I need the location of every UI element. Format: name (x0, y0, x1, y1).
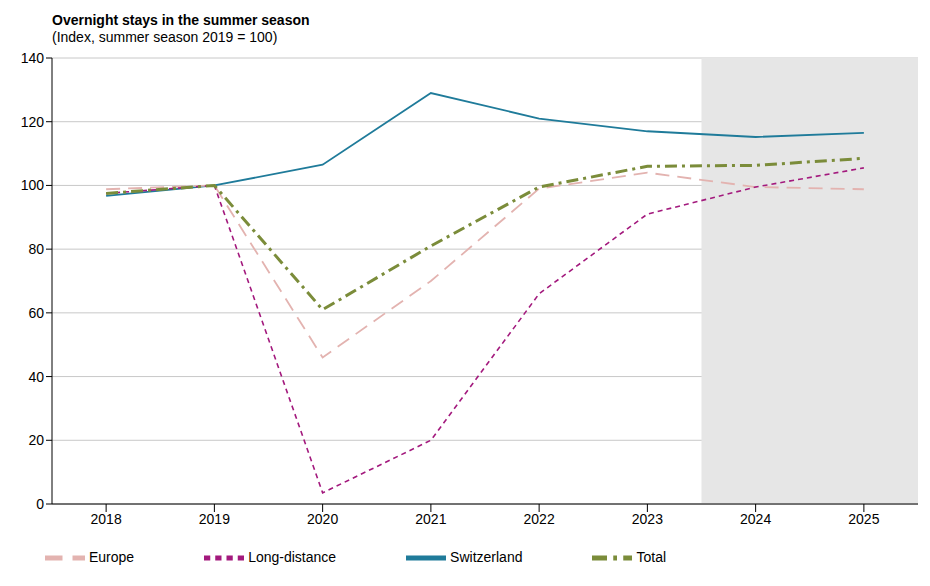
svg-text:2021: 2021 (415, 511, 446, 527)
svg-text:2018: 2018 (91, 511, 122, 527)
svg-text:2022: 2022 (524, 511, 555, 527)
html-text:Switzerland: Switzerland (450, 548, 523, 565)
svg-text:2019: 2019 (199, 511, 230, 527)
svg-text:40: 40 (28, 369, 44, 385)
svg-text:0: 0 (36, 496, 44, 512)
svg-text:20: 20 (28, 432, 44, 448)
html-text:Europe: Europe (89, 548, 135, 565)
svg-text:60: 60 (28, 305, 44, 321)
html-text:Overnight stays in the summer: Overnight stays in the summer season (52, 12, 310, 28)
svg-text:2023: 2023 (632, 511, 663, 527)
svg-text:2024: 2024 (740, 511, 771, 527)
svg-text:100: 100 (21, 177, 45, 193)
html-text:Long-distance: Long-distance (248, 548, 337, 565)
html-text:Total: Total (636, 548, 667, 565)
svg-text:80: 80 (28, 241, 44, 257)
svg-text:2025: 2025 (848, 511, 879, 527)
html-text:(Index, summer season 2019 = 1: (Index, summer season 2019 = 100) (52, 29, 278, 45)
svg-text:140: 140 (21, 50, 45, 66)
svg-text:2020: 2020 (307, 511, 338, 527)
svg-text:120: 120 (21, 114, 45, 130)
